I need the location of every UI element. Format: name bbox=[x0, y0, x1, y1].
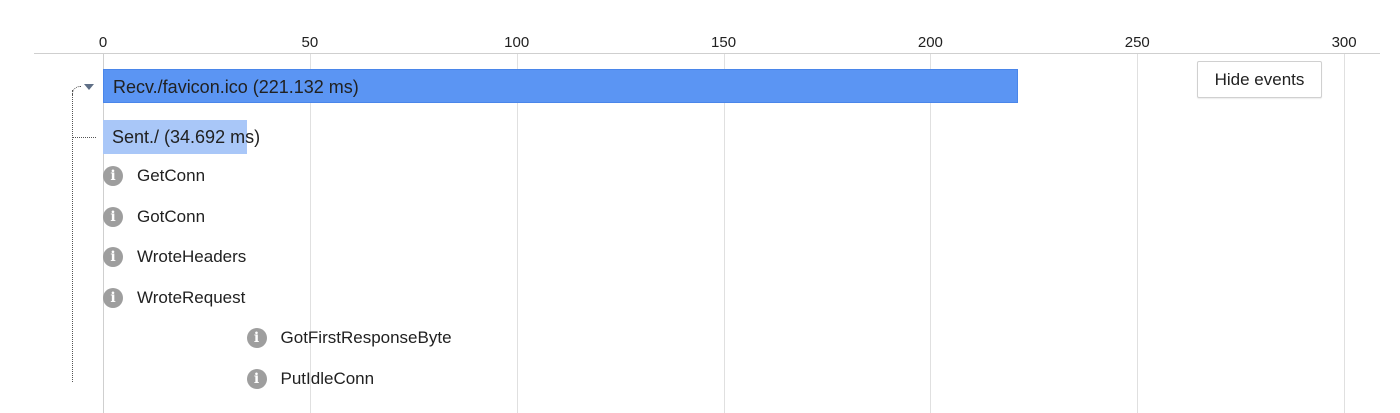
span-bar[interactable]: Sent./ (34.692 ms) bbox=[103, 120, 260, 154]
tree-connector-curve bbox=[72, 86, 81, 95]
tree-connector-line bbox=[72, 90, 73, 382]
axis-tick-label: 50 bbox=[301, 34, 319, 51]
info-icon[interactable]: i bbox=[103, 247, 123, 267]
event-label: GotFirstResponseByte bbox=[280, 328, 452, 347]
event-row[interactable]: i WroteRequest bbox=[103, 286, 245, 310]
event-row[interactable]: i GotConn bbox=[103, 205, 205, 229]
tree-connector-branch bbox=[73, 137, 96, 138]
span-bar[interactable]: Recv./favicon.ico (221.132 ms) bbox=[103, 69, 1018, 103]
event-label: GotConn bbox=[137, 207, 206, 226]
event-label: GetConn bbox=[137, 166, 206, 185]
event-label: PutIdleConn bbox=[280, 369, 375, 388]
gridline bbox=[103, 54, 104, 413]
gridline bbox=[1137, 54, 1138, 413]
axis-tick-label: 150 bbox=[711, 34, 737, 51]
event-row[interactable]: i GotFirstResponseByte bbox=[246, 326, 452, 350]
axis-tick-label: 100 bbox=[504, 34, 530, 51]
info-icon[interactable]: i bbox=[246, 328, 267, 348]
axis-line bbox=[34, 53, 1380, 54]
event-row[interactable]: i WroteHeaders bbox=[103, 245, 246, 269]
info-icon[interactable]: i bbox=[246, 369, 267, 389]
gridline bbox=[517, 54, 518, 413]
info-icon[interactable]: i bbox=[103, 207, 123, 227]
gridline bbox=[310, 54, 311, 413]
event-row[interactable]: i GetConn bbox=[103, 164, 205, 188]
axis-tick-label: 250 bbox=[1124, 34, 1150, 51]
info-icon[interactable]: i bbox=[103, 288, 123, 308]
collapse-triangle-icon[interactable] bbox=[84, 84, 94, 90]
gridline bbox=[930, 54, 931, 413]
axis-tick-label: 200 bbox=[917, 34, 943, 51]
axis-tick-label: 300 bbox=[1331, 34, 1357, 51]
axis-tick-label: 0 bbox=[98, 34, 108, 51]
event-label: WroteHeaders bbox=[137, 247, 247, 266]
event-row[interactable]: i PutIdleConn bbox=[246, 367, 375, 391]
gridline bbox=[1344, 54, 1345, 413]
info-icon[interactable]: i bbox=[103, 166, 123, 186]
hide-events-button[interactable]: Hide events bbox=[1197, 61, 1322, 98]
event-label: WroteRequest bbox=[137, 288, 246, 307]
gridline bbox=[724, 54, 725, 413]
